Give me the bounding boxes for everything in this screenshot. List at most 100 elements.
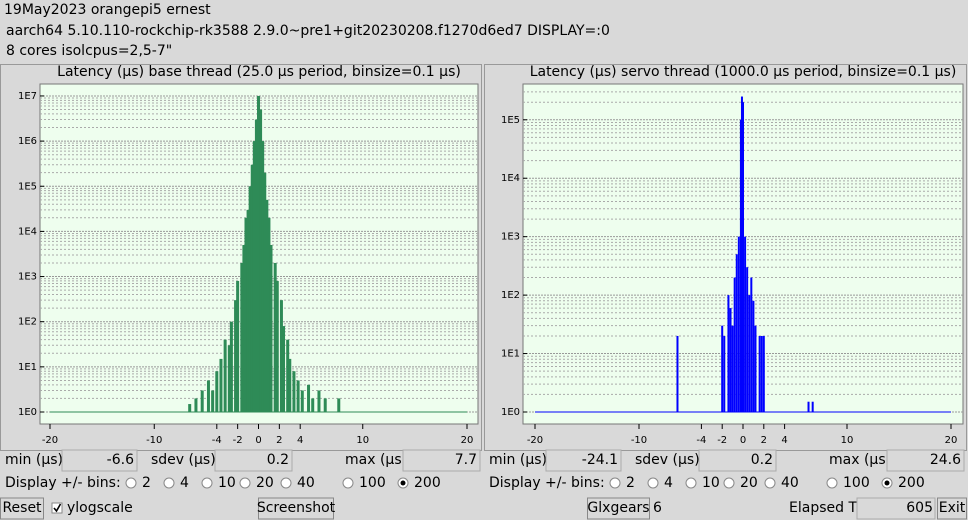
bins-option-label[interactable]: 40	[781, 475, 799, 491]
histogram-bar	[240, 262, 244, 412]
bins-option-label[interactable]: 100	[843, 475, 870, 491]
histogram-bar	[282, 326, 286, 412]
histogram-bar	[317, 390, 321, 412]
histogram-bar	[273, 262, 277, 412]
elapsed-value: 605	[906, 500, 933, 516]
bins-radio[interactable]	[685, 477, 697, 489]
exit-button[interactable]	[937, 497, 967, 520]
bins-radio[interactable]	[342, 477, 354, 489]
histogram-bar	[265, 199, 269, 412]
bins-option-label[interactable]: 20	[740, 475, 758, 491]
x-tick-label: -2	[233, 435, 243, 446]
stat-label: sdev (µs)	[635, 452, 700, 468]
histogram-bar	[727, 295, 730, 412]
histogram-bar	[729, 308, 732, 412]
histogram-bar	[723, 335, 726, 412]
bins-option-label[interactable]: 10	[218, 475, 236, 491]
histogram-bar	[242, 244, 246, 412]
histogram-bar	[259, 109, 263, 412]
reset-button[interactable]	[0, 497, 44, 520]
ylogscale-label[interactable]: ylogscale	[67, 500, 133, 516]
glxgears-count: 6	[653, 500, 662, 516]
screenshot-button[interactable]	[258, 497, 334, 520]
bins-option-label[interactable]: 4	[664, 475, 673, 491]
histogram-bar	[261, 141, 265, 412]
histogram-bar	[286, 339, 290, 412]
y-tick-label: 1E1	[18, 362, 37, 373]
bins-radio[interactable]	[280, 477, 292, 489]
exit-button-label[interactable]: Exit	[939, 500, 966, 516]
bins-radio[interactable]	[609, 477, 621, 489]
elapsed-field	[856, 497, 936, 520]
bins-radio[interactable]	[647, 477, 659, 489]
y-tick-label: 1E0	[501, 407, 520, 418]
x-tick-label: -4	[212, 435, 222, 446]
histogram-bar	[737, 236, 740, 412]
histogram-bar	[676, 335, 679, 412]
histogram-bar	[234, 300, 238, 412]
glxgears-button-label[interactable]: Glxgears	[587, 500, 649, 516]
histogram-bar	[292, 371, 296, 412]
histogram-bar	[752, 300, 755, 412]
histogram-bar	[735, 254, 738, 412]
y-tick-label: 1E3	[18, 272, 37, 283]
bins-option-label[interactable]: 40	[297, 475, 315, 491]
glxgears-button[interactable]	[587, 497, 650, 520]
histogram-bar	[323, 398, 327, 412]
stat-field	[545, 449, 622, 472]
bins-radio[interactable]	[764, 477, 776, 489]
y-tick-label: 1E6	[18, 136, 37, 147]
bins-radio[interactable]	[163, 477, 175, 489]
histogram-bar	[733, 277, 736, 412]
bins-radio[interactable]	[826, 477, 838, 489]
bins-option-label[interactable]: 20	[256, 475, 274, 491]
histogram-bar	[244, 217, 248, 412]
histogram-bar	[754, 325, 757, 412]
bins-option-label[interactable]: 100	[359, 475, 386, 491]
stat-label: min (µs)	[489, 452, 547, 468]
bins-option-label[interactable]: 4	[180, 475, 189, 491]
histogram-bar	[200, 390, 204, 412]
header-system: aarch64 5.10.110-rockchip-rk3588 2.9.0~p…	[6, 23, 610, 39]
histogram-bar	[250, 164, 254, 412]
bins-label: Display +/- bins:	[5, 475, 121, 491]
histogram-bar	[758, 335, 761, 412]
histogram-bar	[748, 295, 751, 412]
bins-option-label[interactable]: 200	[414, 475, 441, 491]
histogram-bar	[739, 119, 742, 413]
y-tick-label: 1E4	[18, 226, 37, 237]
histogram-bar	[721, 325, 724, 412]
histogram-bar	[223, 339, 227, 412]
bins-radio[interactable]	[201, 477, 213, 489]
stat-value: -6.6	[107, 452, 134, 468]
bins-option-label[interactable]: 200	[898, 475, 925, 491]
x-tick-label: -20	[527, 435, 543, 446]
y-tick-label: 1E7	[18, 91, 37, 102]
stat-value: -24.1	[582, 452, 618, 468]
x-tick-label: 0	[740, 435, 746, 446]
stat-label: min (µs)	[5, 452, 63, 468]
ylogscale-checkbox[interactable]	[51, 502, 63, 514]
histogram-bar	[300, 390, 304, 412]
bins-radio[interactable]	[239, 477, 251, 489]
bins-option-label[interactable]: 10	[702, 475, 720, 491]
screenshot-button-label[interactable]: Screenshot	[257, 500, 336, 516]
x-tick-label: -20	[42, 435, 58, 446]
bins-radio[interactable]	[723, 477, 735, 489]
x-tick-label: 20	[461, 435, 474, 446]
x-tick-label: -10	[146, 435, 162, 446]
x-tick-label: -4	[696, 435, 706, 446]
bins-option-label[interactable]: 2	[626, 475, 635, 491]
histogram-bar	[275, 280, 279, 412]
x-tick-label: 4	[781, 435, 787, 446]
stat-field	[61, 449, 138, 472]
histogram-bar	[742, 102, 744, 413]
histogram-bar	[807, 401, 810, 412]
histogram-bar	[740, 96, 743, 412]
reset-button-label[interactable]: Reset	[2, 500, 42, 516]
bins-radio[interactable]	[125, 477, 137, 489]
histogram-bar	[750, 277, 753, 412]
stat-value: 24.6	[930, 452, 961, 468]
bins-option-label[interactable]: 2	[142, 475, 151, 491]
